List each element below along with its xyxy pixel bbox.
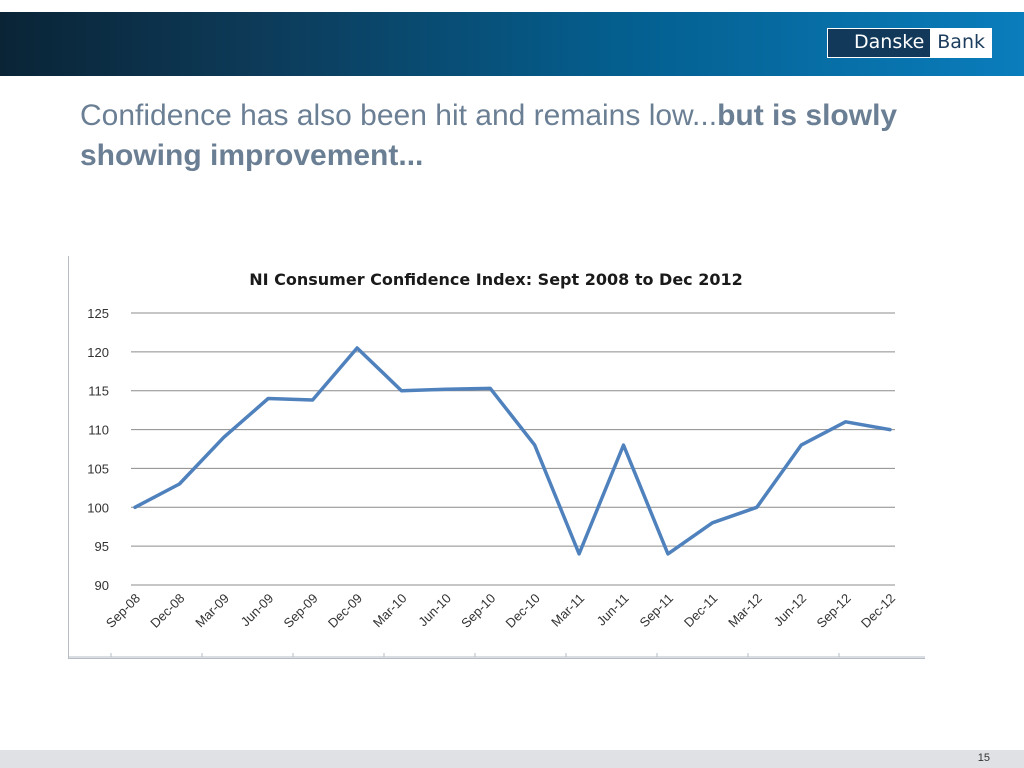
x-tick-label: Mar-11	[548, 591, 587, 630]
y-tick-label: 105	[87, 461, 109, 476]
y-axis-tick-labels: 90 95 100 105 110 115 120 125	[87, 306, 109, 593]
series-line	[133, 346, 892, 556]
x-tick-label: Jun-09	[238, 591, 277, 630]
x-tick-label: Sep-11	[636, 591, 676, 631]
x-tick-label: Mar-12	[725, 591, 765, 631]
x-tick-label: Mar-10	[370, 591, 410, 631]
slide-title-bold: but is slowly showing improvement...	[80, 99, 898, 172]
y-tick-label: 100	[87, 500, 109, 515]
y-tick-label: 115	[88, 384, 109, 399]
x-tick-label: Jun-11	[594, 591, 632, 629]
x-tick-label: Dec-09	[325, 591, 365, 631]
logo-left-text: Danske	[828, 29, 932, 57]
y-tick-label: 90	[95, 578, 109, 593]
x-axis	[69, 653, 925, 658]
x-tick-label: Sep-12	[813, 591, 853, 631]
x-tick-label: Jun-10	[415, 591, 454, 630]
x-tick-label: Dec-10	[503, 591, 543, 631]
danske-bank-logo: Danske Bank	[827, 28, 992, 58]
chart-frame: NI Consumer Confidence Index: Sept 2008 …	[68, 256, 925, 659]
chart-title: NI Consumer Confidence Index: Sept 2008 …	[249, 270, 743, 289]
chart-gridlines	[131, 312, 895, 586]
slide-title-regular: Confidence has also been hit and remains…	[80, 99, 718, 132]
x-tick-label: Jun-12	[771, 591, 810, 630]
x-tick-label: Sep-08	[103, 591, 143, 631]
y-tick-label: 110	[88, 423, 109, 438]
slide-title: Confidence has also been hit and remains…	[80, 96, 960, 176]
x-tick-label: Dec-08	[147, 591, 187, 631]
logo-right-text: Bank	[931, 29, 991, 57]
x-tick-label: Dec-11	[681, 591, 721, 631]
x-tick-label: Mar-09	[192, 591, 232, 631]
y-tick-label: 95	[95, 539, 109, 554]
footer-bar: 15	[0, 750, 1024, 768]
series-group	[133, 346, 892, 556]
x-tick-label: Sep-09	[281, 591, 321, 631]
y-tick-label: 125	[87, 306, 109, 321]
header-band: Danske Bank	[0, 12, 1024, 76]
line-chart: NI Consumer Confidence Index: Sept 2008 …	[69, 270, 925, 658]
x-tick-label: Sep-10	[458, 591, 498, 631]
page-number: 15	[977, 752, 990, 764]
y-tick-label: 120	[87, 345, 109, 360]
x-tick-label: Dec-12	[858, 591, 898, 631]
x-axis-tick-labels: Sep-08 Dec-08 Mar-09 Jun-09 Sep-09 Dec-09 Mar-…	[103, 591, 898, 631]
